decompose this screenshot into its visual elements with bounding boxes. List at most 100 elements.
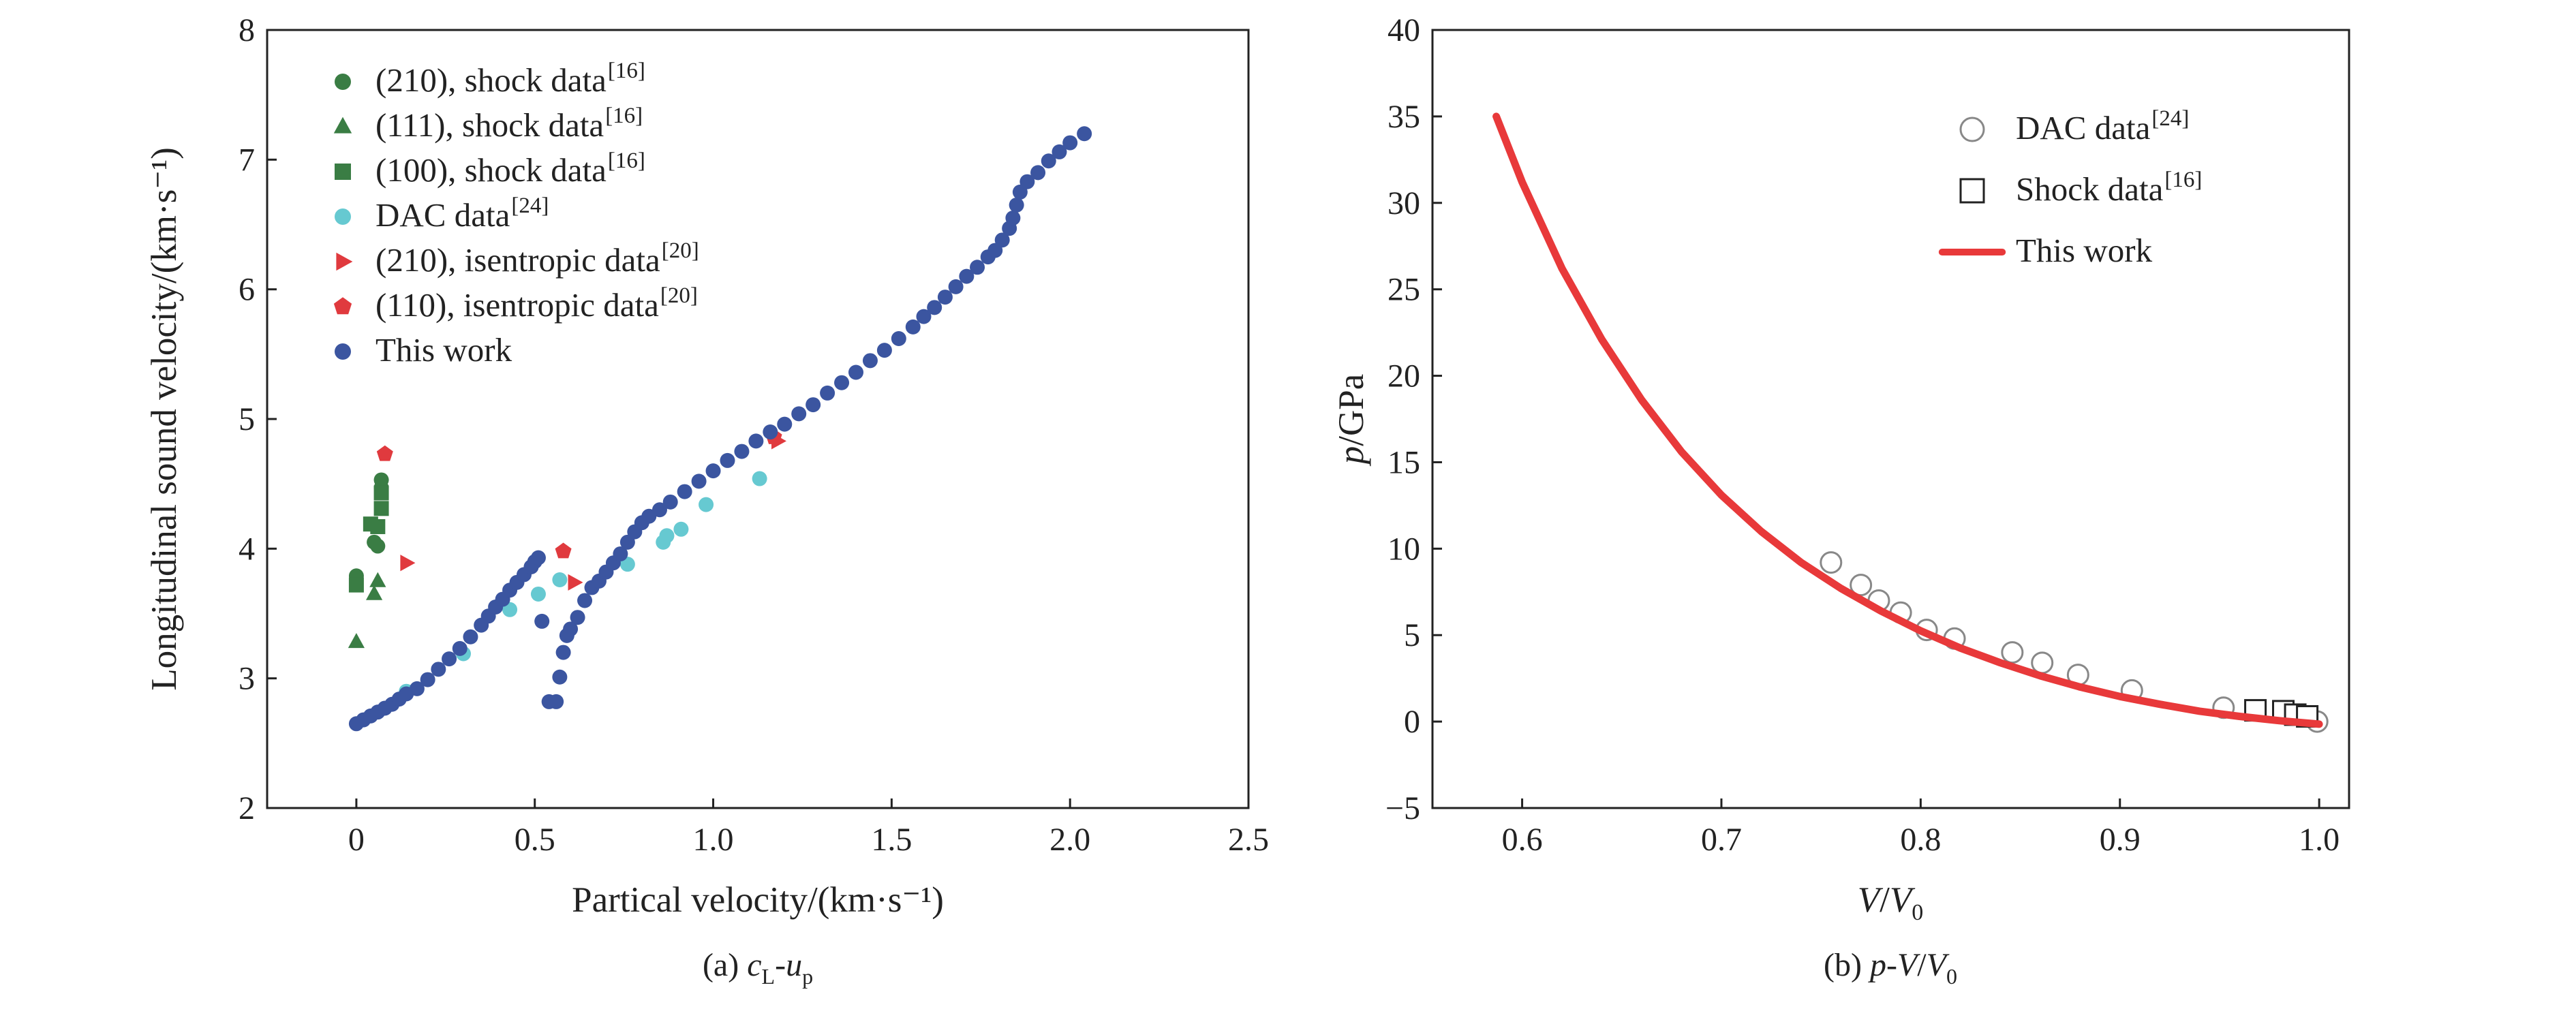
panel-a-ytick-label: 3 xyxy=(239,661,255,697)
panel-a-point-this-work xyxy=(820,385,835,401)
panel-a-point-110-isentropic-data xyxy=(555,542,572,559)
panel-b-ylabel-unit: /GPa xyxy=(1332,374,1371,446)
panel-b-point-dac-data xyxy=(1850,574,1873,597)
panel-a-point-210-shock-data xyxy=(373,472,389,488)
panel-a-point-this-work xyxy=(848,364,863,380)
panel-a-legend-ref-dac-data: [24] xyxy=(511,193,549,218)
panel-a-point-this-work xyxy=(549,694,564,709)
panel-b-legend-ref-shock-data: [16] xyxy=(2164,168,2202,192)
panel-a-point-this-work xyxy=(970,260,985,275)
panel-b-point-dac-data xyxy=(2001,641,2024,664)
panel-a-legend-label-110-isentropic-data: (110), isentropic data xyxy=(375,286,659,324)
panel-a-point-this-work xyxy=(734,444,750,459)
panel-a-point-this-work xyxy=(1019,174,1035,189)
panel-a-xtick-label: 2.0 xyxy=(1049,822,1090,858)
panel-a-caption: (a) cL-up xyxy=(703,947,813,989)
panel-a-ylabel: Longitudinal sound velocity/(km·s⁻¹) xyxy=(144,147,184,691)
panel-a-point-dac-data xyxy=(530,586,546,602)
panel-b-xtick-label: 1.0 xyxy=(2299,822,2340,858)
panel-b-caption-text: (b) xyxy=(1824,947,1870,983)
panel-b-ytick-label: 5 xyxy=(1404,617,1420,653)
panel-a-point-this-work xyxy=(748,433,764,449)
panel-a-point-this-work xyxy=(1009,197,1024,213)
panel-a-xtick-label: 2.5 xyxy=(1228,822,1269,858)
panel-a-point-this-work xyxy=(613,546,628,561)
panel-a-point-this-work xyxy=(916,309,932,324)
panel-b-ytick-label: −5 xyxy=(1385,790,1420,826)
panel-b-ytick-label: 0 xyxy=(1404,704,1420,740)
panel-b-caption-v0: V xyxy=(1927,947,1950,983)
panel-b-legend-ref-dac-data: [24] xyxy=(2151,106,2189,131)
panel-b-ytick-label: 10 xyxy=(1387,531,1420,567)
panel-b-data xyxy=(1492,112,2329,733)
panel-a-caption-sub-p: p xyxy=(802,964,813,989)
panel-a-point-this-work xyxy=(1041,153,1056,169)
panel-a-legend-ref-100-shock-data: [16] xyxy=(608,149,645,173)
panel-b-caption-p: p xyxy=(1868,947,1886,983)
panel-a-legend-label-100-shock-data: (100), shock data xyxy=(375,151,607,189)
panel-a-caption-dash: - xyxy=(775,947,786,983)
panel-a-point-this-work xyxy=(662,494,678,510)
panel-a-point-this-work xyxy=(1005,210,1021,226)
panel-a-legend-marker-dac-data xyxy=(335,208,351,225)
panel-b-ticks: 0.6 0.7 0.8 0.9 1.0 −5 0 5 10 15 20 25 30 35 40 xyxy=(1385,12,2340,858)
panel-a-point-this-work xyxy=(563,621,579,637)
panel-a-caption-text: (a) xyxy=(703,947,747,983)
panel-a-point-this-work xyxy=(530,550,546,565)
panel-b-point-dac-data xyxy=(1820,551,1843,574)
panel-a-point-this-work xyxy=(891,330,906,346)
panel-a-point-this-work xyxy=(905,319,921,335)
panel-a-legend-ref-210-isentropic-data: [20] xyxy=(662,238,699,263)
panel-a-point-this-work xyxy=(420,672,435,687)
panel-a-ticks: 0 0.5 1.0 1.5 2.0 2.5 2 3 4 5 6 7 8 xyxy=(239,12,1269,858)
panel-a-legend: (210), shock data [16](111), shock data [1… xyxy=(333,59,699,369)
panel-a-point-this-work xyxy=(691,474,707,489)
panel-a-point-dac-data xyxy=(699,497,714,512)
panel-a-point-this-work xyxy=(431,662,446,677)
panel-b-caption-dash: - xyxy=(1886,947,1897,983)
panel-a-point-this-work xyxy=(677,484,692,499)
panel-b-legend-label-dac-data: DAC data xyxy=(2016,109,2151,146)
panel-a-legend-marker-110-isentropic-data xyxy=(333,297,352,315)
panel-a-legend-label-210-shock-data: (210), shock data xyxy=(375,61,607,99)
panel-a-point-this-work xyxy=(1030,165,1046,181)
panel-b-xtick-label: 0.9 xyxy=(2100,822,2141,858)
panel-b: 0.6 0.7 0.8 0.9 1.0 −5 0 5 10 15 20 25 30 35 40 DAC da… xyxy=(1332,12,2350,989)
panel-a-ytick-label: 7 xyxy=(239,142,255,178)
panel-a-xtick-label: 1.5 xyxy=(871,822,912,858)
panel-b-legend-marker-dac-data xyxy=(1959,117,1985,142)
panel-a-legend-marker-210-shock-data xyxy=(335,74,351,90)
panel-a-point-dac-data xyxy=(752,471,767,486)
panel-a-point-this-work xyxy=(834,375,850,390)
panel-a-point-this-work xyxy=(442,651,457,667)
panel-a-point-100-shock-data xyxy=(348,577,364,593)
panel-a-point-210-shock-data xyxy=(370,538,386,554)
panel-b-xlabel-v: V xyxy=(1858,880,1884,920)
panel-a-legend-marker-100-shock-data xyxy=(335,164,351,180)
panel-a-point-210-isentropic-data xyxy=(568,574,583,591)
panel-a-ytick-label: 4 xyxy=(239,531,255,567)
panel-a-ytick-label: 6 xyxy=(239,272,255,308)
panel-b-caption-sub0: 0 xyxy=(1946,964,1957,989)
panel-a-xtick-label: 0.5 xyxy=(515,822,555,858)
panel-a-legend-marker-111-shock-data xyxy=(333,117,352,134)
panel-b-xtick-label: 0.6 xyxy=(1502,822,1543,858)
panel-b-caption-slash: / xyxy=(1917,947,1927,983)
panel-a-caption-sub-l: L xyxy=(762,964,776,989)
panel-b-xlabel-v0: V xyxy=(1890,880,1916,920)
panel-a-legend-label-111-shock-data: (111), shock data xyxy=(375,106,604,144)
panel-a-point-100-shock-data xyxy=(370,518,386,534)
panel-a-point-111-shock-data xyxy=(365,585,383,600)
panel-a-legend-ref-111-shock-data: [16] xyxy=(605,104,643,128)
panel-a-point-110-isentropic-data xyxy=(376,445,393,461)
panel-b-xlabel: V/V0 xyxy=(1858,880,1923,925)
panel-b-frame xyxy=(1431,29,2350,809)
panel-b-ytick-label: 15 xyxy=(1387,444,1420,480)
panel-b-ytick-label: 35 xyxy=(1387,99,1420,135)
panel-b-ytick-label: 30 xyxy=(1387,185,1420,221)
panel-a-point-100-shock-data xyxy=(373,501,389,516)
panel-a-point-this-work xyxy=(1052,144,1067,159)
panel-a-xtick-label: 0 xyxy=(348,822,365,858)
panel-b-legend-label-shock-data: Shock data xyxy=(2016,170,2164,208)
panel-a-point-this-work xyxy=(1062,135,1078,151)
